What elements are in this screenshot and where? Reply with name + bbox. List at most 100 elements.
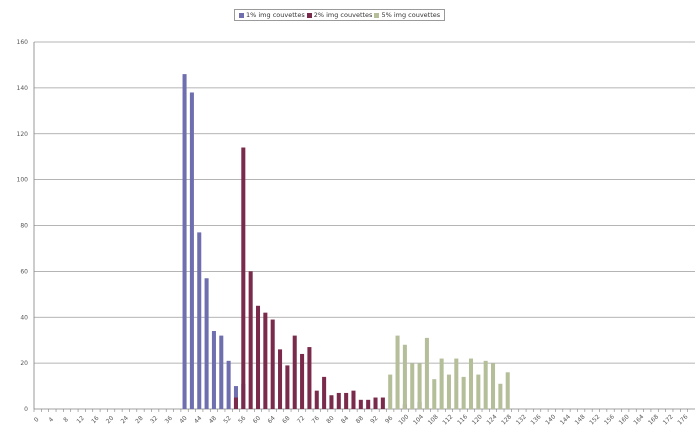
legend-label-5pct: 5% img couvettes <box>381 11 441 19</box>
bar <box>292 335 297 409</box>
x-tick-label: 112 <box>441 413 454 426</box>
bar <box>233 397 238 409</box>
bar <box>204 278 209 409</box>
legend-swatch-5pct <box>374 12 380 18</box>
bar <box>270 319 275 409</box>
x-tick-label: 68 <box>281 415 291 425</box>
x-tick-label: 24 <box>120 415 130 425</box>
bar <box>263 312 268 409</box>
bar <box>197 232 202 409</box>
y-tick-label: 140 <box>17 85 29 92</box>
x-tick-label: 116 <box>456 413 469 426</box>
bar <box>336 392 341 409</box>
bar <box>358 399 363 409</box>
x-tick-label: 108 <box>427 413 440 426</box>
bar <box>395 335 400 409</box>
bar <box>366 399 371 409</box>
x-tick-label: 12 <box>76 415 86 425</box>
x-tick-label: 84 <box>340 415 350 425</box>
x-tick-label: 160 <box>618 413 631 426</box>
bar <box>314 390 319 409</box>
bar <box>402 344 407 409</box>
x-tick-label: 48 <box>208 415 218 425</box>
x-tick-label: 20 <box>105 415 115 425</box>
y-tick-label: 60 <box>20 268 28 275</box>
bar <box>226 360 231 409</box>
bar <box>468 358 474 409</box>
x-tick-label: 16 <box>90 415 100 425</box>
x-tick-label: 140 <box>544 413 557 426</box>
bar <box>322 376 327 409</box>
x-tick-label: 8 <box>62 416 70 424</box>
y-tick-label: 120 <box>17 131 29 138</box>
bar <box>307 347 312 409</box>
bar <box>424 337 429 409</box>
bar <box>182 74 187 410</box>
legend-label-1pct: 1% img couvettes <box>246 11 305 19</box>
bar <box>189 92 194 410</box>
bar <box>241 147 246 409</box>
bar <box>491 363 496 409</box>
y-tick-label: 0 <box>24 406 28 413</box>
bar <box>329 395 334 409</box>
x-tick-label: 76 <box>311 415 321 425</box>
x-tick-label: 104 <box>412 413 425 426</box>
x-tick-label: 32 <box>149 415 159 425</box>
x-tick-label: 40 <box>178 415 188 425</box>
x-tick-label: 128 <box>500 413 513 426</box>
x-tick-label: 176 <box>676 413 689 426</box>
x-tick-label: 164 <box>632 413 645 426</box>
x-tick-label: 0 <box>33 416 41 424</box>
legend-item-2pct: 2% img couvettes <box>306 11 373 19</box>
y-tick-label: 80 <box>20 223 28 230</box>
bar <box>211 331 216 409</box>
bar <box>248 271 253 409</box>
x-tick-label: 52 <box>222 415 232 425</box>
x-tick-label: 4 <box>47 416 55 424</box>
bar <box>219 335 224 409</box>
legend-label-2pct: 2% img couvettes <box>313 11 373 19</box>
bar <box>446 374 451 409</box>
bar <box>432 379 437 409</box>
chart-legend: 1% img couvettes 2% img couvettes 5% img… <box>234 9 446 21</box>
bar <box>454 358 459 409</box>
bar <box>373 397 378 409</box>
x-tick-label: 156 <box>603 413 616 426</box>
x-tick-label: 124 <box>485 413 498 426</box>
y-tick-label: 40 <box>20 314 28 321</box>
bar <box>255 305 261 409</box>
bar <box>285 365 290 409</box>
x-tick-label: 132 <box>515 413 528 426</box>
y-tick-label: 100 <box>17 177 29 184</box>
bar <box>380 397 385 409</box>
x-tick-label: 88 <box>355 415 365 425</box>
x-tick-label: 80 <box>325 415 335 425</box>
bar <box>439 358 444 409</box>
x-tick-label: 172 <box>662 413 675 426</box>
x-tick-label: 64 <box>266 415 276 425</box>
y-tick-label: 160 <box>17 39 29 46</box>
bar <box>278 349 283 409</box>
bar <box>498 383 503 409</box>
x-tick-label: 136 <box>530 413 543 426</box>
bar <box>344 392 349 409</box>
bar <box>483 360 488 409</box>
bar <box>476 374 481 409</box>
x-tick-label: 72 <box>296 415 306 425</box>
bar <box>351 390 356 409</box>
legend-swatch-1pct <box>239 12 244 18</box>
x-tick-label: 96 <box>384 415 394 425</box>
x-tick-label: 100 <box>397 413 410 426</box>
x-tick-label: 44 <box>193 415 203 425</box>
y-tick-label: 20 <box>20 360 28 367</box>
bar <box>300 353 305 409</box>
x-tick-label: 92 <box>369 415 379 425</box>
bar <box>461 376 466 409</box>
x-tick-label: 56 <box>237 415 247 425</box>
x-tick-label: 36 <box>164 415 174 425</box>
x-tick-label: 148 <box>574 413 587 426</box>
x-tick-label: 120 <box>471 413 484 426</box>
bar <box>388 374 393 409</box>
